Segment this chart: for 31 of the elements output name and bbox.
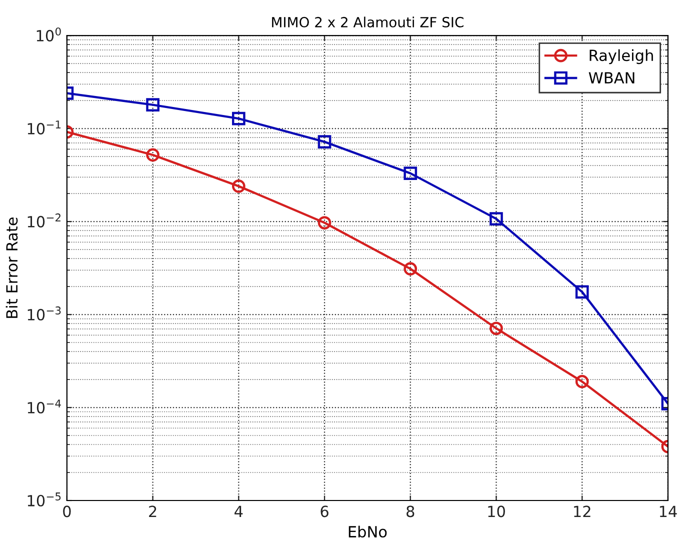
x-tick-label: 6 bbox=[320, 506, 328, 518]
point bbox=[490, 212, 503, 226]
x-axis-title: EbNo bbox=[348, 526, 387, 538]
x-tick-label: 12 bbox=[574, 506, 590, 517]
point bbox=[318, 135, 332, 148]
x-tick-label: 14 bbox=[660, 506, 677, 517]
y-tick-label: 10$^{−5}$ bbox=[28, 492, 61, 506]
y-tick-label: 10$^{−4}$ bbox=[28, 400, 61, 414]
y-axis-title: Bit Error Rate bbox=[6, 218, 18, 318]
y-tick-label: 10$^{−3}$ bbox=[28, 306, 61, 320]
legend-label: Rayleigh bbox=[590, 49, 653, 64]
point bbox=[232, 112, 246, 126]
legend-label: WBAN bbox=[588, 72, 634, 84]
x-tick-label: 4 bbox=[234, 506, 243, 517]
x-tick-label: 2 bbox=[149, 506, 156, 517]
y-tick-label: 10$^{−2}$ bbox=[28, 213, 60, 228]
point bbox=[146, 98, 160, 112]
point bbox=[575, 374, 589, 388]
point bbox=[232, 180, 246, 193]
y-tick-label: 10$^{−1}$ bbox=[28, 120, 61, 134]
x-tick-label: 8 bbox=[406, 506, 414, 518]
point bbox=[490, 322, 503, 336]
x-tick-label: 0 bbox=[63, 506, 71, 518]
y-tick-label: 10$^{0}$ bbox=[36, 27, 61, 42]
point bbox=[318, 216, 332, 230]
chart-title: MIMO 2 x 2 Alamouti ZF SIC bbox=[272, 16, 464, 28]
point bbox=[404, 262, 418, 276]
x-tick-label: 10 bbox=[488, 506, 505, 518]
point bbox=[146, 148, 160, 162]
point bbox=[575, 285, 589, 299]
point bbox=[404, 166, 418, 180]
